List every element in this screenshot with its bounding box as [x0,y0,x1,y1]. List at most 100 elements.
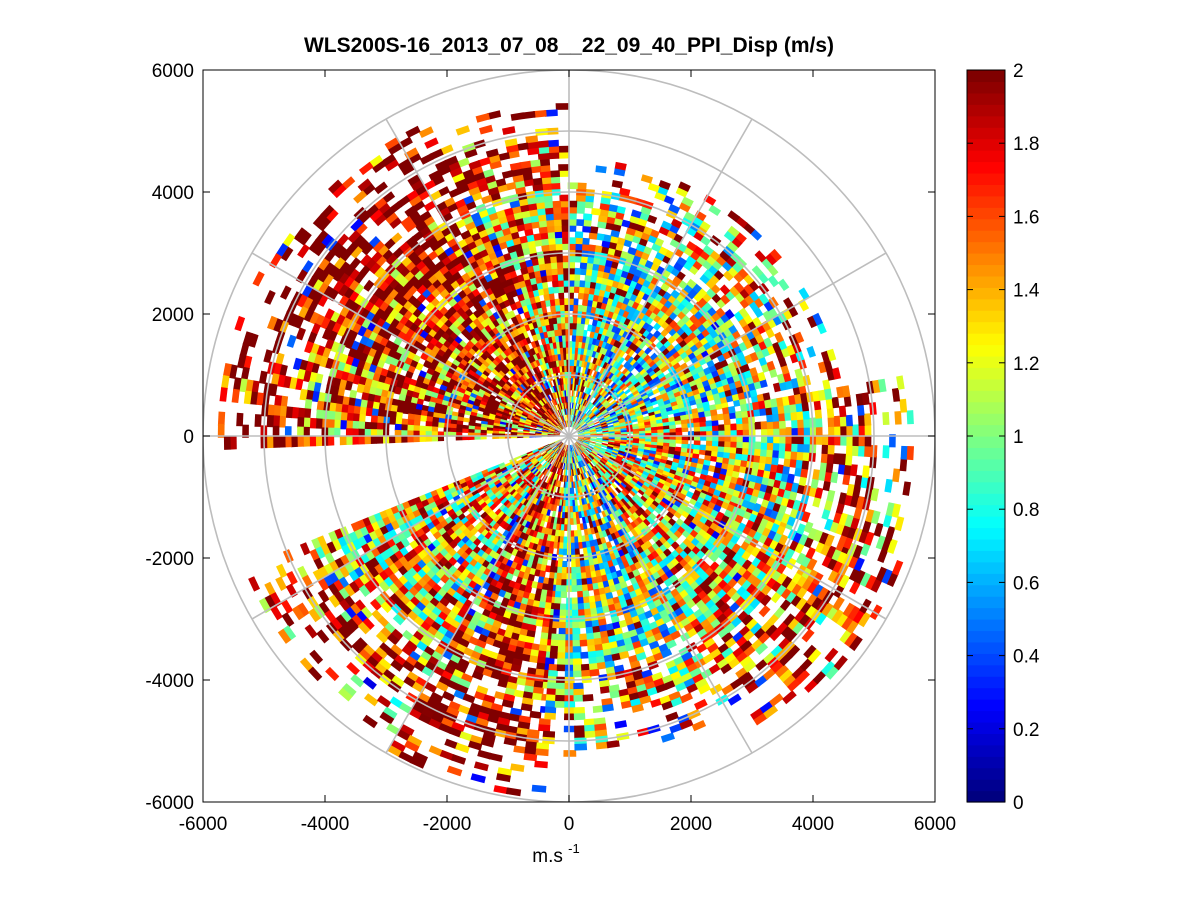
ppi-cell [607,350,614,358]
ppi-cell [583,280,591,288]
ppi-cell [509,352,517,360]
ppi-cell [237,354,247,369]
ppi-cell [599,360,606,368]
ppi-cell [592,370,598,378]
ppi-cell [498,337,506,346]
ppi-cell [612,217,623,226]
ppi-cell [477,406,485,413]
ppi-cell [598,346,605,354]
ppi-cell [500,416,508,421]
ppi-cell [567,420,569,427]
ppi-cell [522,222,533,231]
ppi-cell [572,298,579,306]
ppi-cell [509,367,517,376]
ppi-cell [535,412,542,418]
ppi-cell [549,299,556,307]
ppi-cell [514,414,521,419]
ppi-cell [398,393,407,402]
ppi-cell [609,399,617,406]
ppi-cell [757,371,766,382]
ppi-cell [611,367,618,375]
ppi-cell [498,389,506,396]
ppi-cell [452,172,465,183]
ppi-cell [783,297,794,310]
ppi-cell [557,403,561,411]
ppi-cell [582,426,589,430]
ppi-cell [552,421,558,427]
ppi-cell [621,337,630,346]
ppi-cell [574,423,580,430]
ppi-cell [581,392,585,399]
ppi-cell [561,237,569,244]
ppi-cell [447,323,458,333]
ppi-cell [364,421,372,431]
ppi-cell [664,372,673,380]
ppi-cell [498,360,506,369]
ppi-cell [619,421,627,426]
ppi-cell [601,424,608,428]
ppi-cell [408,195,422,207]
ppi-cell [619,382,626,390]
ppi-cell [404,220,417,233]
ppi-cell [669,396,677,403]
ppi-cell [508,345,516,353]
ppi-cell [579,404,583,411]
ppi-cell [535,748,549,757]
ppi-cell [552,412,558,419]
ppi-cell [480,397,489,404]
ppi-cell [529,391,536,398]
ppi-cell [532,397,539,404]
ppi-cell [558,424,563,430]
ppi-cell [545,274,553,283]
ppi-cell [576,397,581,404]
ppi-cell [594,282,602,290]
ppi-cell [504,213,516,223]
ppi-cell [561,567,568,574]
ppi-cell [291,436,298,448]
ppi-cell [541,406,547,412]
ppi-cell [600,277,609,286]
ppi-cell [510,112,525,121]
ppi-cell [508,386,516,394]
ppi-cell [579,329,584,337]
ppi-cell [409,402,417,410]
ppi-cell [540,416,547,421]
ppi-cell [544,268,553,276]
ppi-cell [531,398,538,405]
ppi-cell [597,394,603,401]
ppi-cell [631,344,639,352]
ppi-cell [497,152,510,162]
ppi-cell [531,419,539,424]
ppi-cell [451,359,461,368]
ppi-cell [574,402,578,410]
ppi-cell [520,210,531,219]
ppi-cell [293,227,307,242]
ppi-cell [604,259,613,268]
ppi-cell [613,424,621,429]
ppi-cell [587,324,593,332]
ppi-cell [532,367,539,375]
ppi-cell [495,209,506,219]
ppi-cell [598,289,606,297]
ppi-cell [504,138,518,147]
ppi-cell [327,419,335,429]
ppi-cell [525,395,532,402]
ppi-cell [646,390,655,398]
ppi-cell [762,392,771,402]
ppi-cell [562,421,566,428]
ppi-cell [607,272,616,281]
ppi-cell [575,425,582,431]
ppi-cell [544,299,551,307]
ppi-cell [437,165,452,177]
ppi-cell [570,377,574,385]
ppi-cell [572,402,575,409]
ppi-cell [571,402,574,409]
ppi-cell [501,342,510,350]
ppi-cell [559,206,569,214]
ppi-cell [419,153,434,165]
ppi-cell [301,284,313,299]
ppi-cell [515,370,523,378]
ppi-cell [619,392,627,399]
ppi-cell [367,393,376,403]
ppi-cell [634,372,642,380]
